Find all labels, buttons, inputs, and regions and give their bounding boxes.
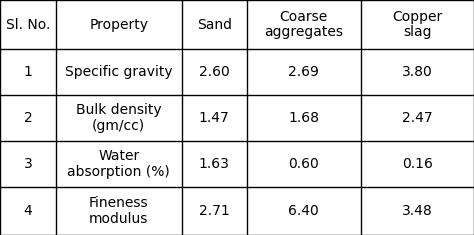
- Text: 3.48: 3.48: [402, 204, 433, 218]
- Text: 2.47: 2.47: [402, 111, 433, 125]
- Text: Bulk density
(gm/cc): Bulk density (gm/cc): [76, 103, 162, 133]
- Text: 2: 2: [24, 111, 32, 125]
- Text: 3: 3: [24, 157, 32, 171]
- Text: 2.71: 2.71: [199, 204, 229, 218]
- Text: 4: 4: [24, 204, 32, 218]
- Text: Coarse
aggregates: Coarse aggregates: [264, 10, 343, 39]
- Text: 1.68: 1.68: [288, 111, 319, 125]
- Text: Property: Property: [89, 18, 148, 32]
- Text: 6.40: 6.40: [289, 204, 319, 218]
- Text: Sand: Sand: [197, 18, 232, 32]
- Text: 1.63: 1.63: [199, 157, 230, 171]
- Text: Specific gravity: Specific gravity: [65, 65, 173, 79]
- Text: 2.60: 2.60: [199, 65, 229, 79]
- Text: Sl. No.: Sl. No.: [6, 18, 50, 32]
- Text: Water
absorption (%): Water absorption (%): [67, 149, 170, 179]
- Text: Fineness
modulus: Fineness modulus: [89, 196, 148, 226]
- Text: 1: 1: [24, 65, 32, 79]
- Text: 0.60: 0.60: [289, 157, 319, 171]
- Text: 3.80: 3.80: [402, 65, 433, 79]
- Text: Copper
slag: Copper slag: [392, 10, 443, 39]
- Text: 2.69: 2.69: [288, 65, 319, 79]
- Text: 1.47: 1.47: [199, 111, 229, 125]
- Text: 0.16: 0.16: [402, 157, 433, 171]
